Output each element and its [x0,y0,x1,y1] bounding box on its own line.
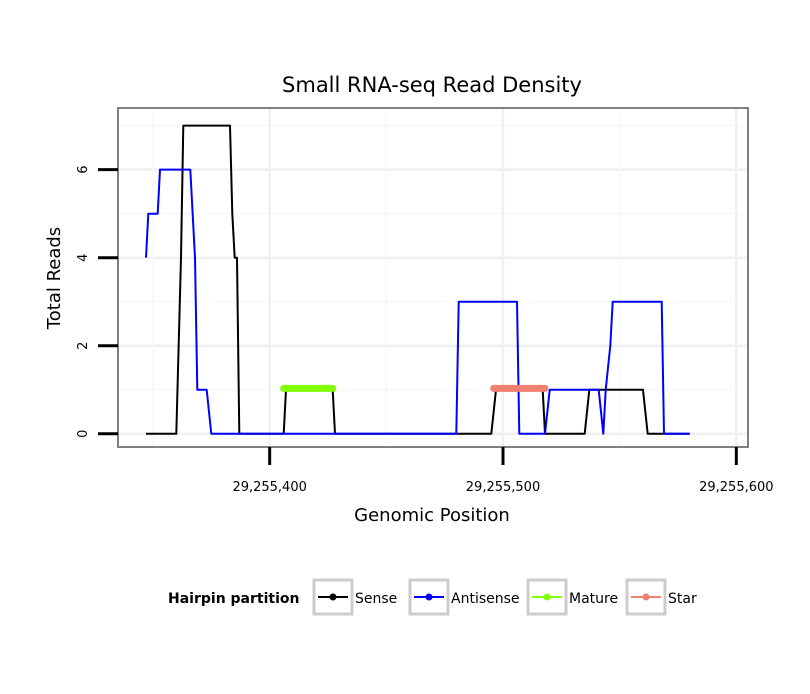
legend-title: Hairpin partition [168,591,299,607]
x-tick-label: 29,255,400 [232,480,306,495]
legend-label-antisense: Antisense [451,591,520,607]
legend-label-mature: Mature [569,591,618,607]
y-tick-label: 2 [76,342,91,350]
y-tick-label: 4 [76,254,91,262]
series-line-sense [146,124,690,435]
plot-border [117,107,749,448]
x-tick-label: 29,255,600 [699,480,773,495]
axes: 0 2 4 6 29,255,400 29,255,500 29,255,600 [76,165,774,495]
x-axis-title: Genomic Position [354,505,510,526]
chart-title: Small RNA-seq Read Density [282,73,582,97]
y-tick-label: 0 [76,430,91,438]
x-tick-label: 29,255,500 [466,480,540,495]
legend: Hairpin partition Sense Antisense Mature St… [168,578,697,616]
plot-background [118,108,748,447]
legend-key-dot-star [642,593,650,601]
legend-label-star: Star [668,591,697,607]
y-axis-title: Total Reads [44,227,65,330]
legend-label-sense: Sense [355,591,397,607]
series-layer [145,124,690,435]
y-tick-label: 6 [76,165,91,173]
series-line-antisense [145,168,690,435]
legend-key-dot-antisense [425,593,433,601]
legend-key-dot-mature [543,593,551,601]
legend-key-dot-sense [329,593,337,601]
